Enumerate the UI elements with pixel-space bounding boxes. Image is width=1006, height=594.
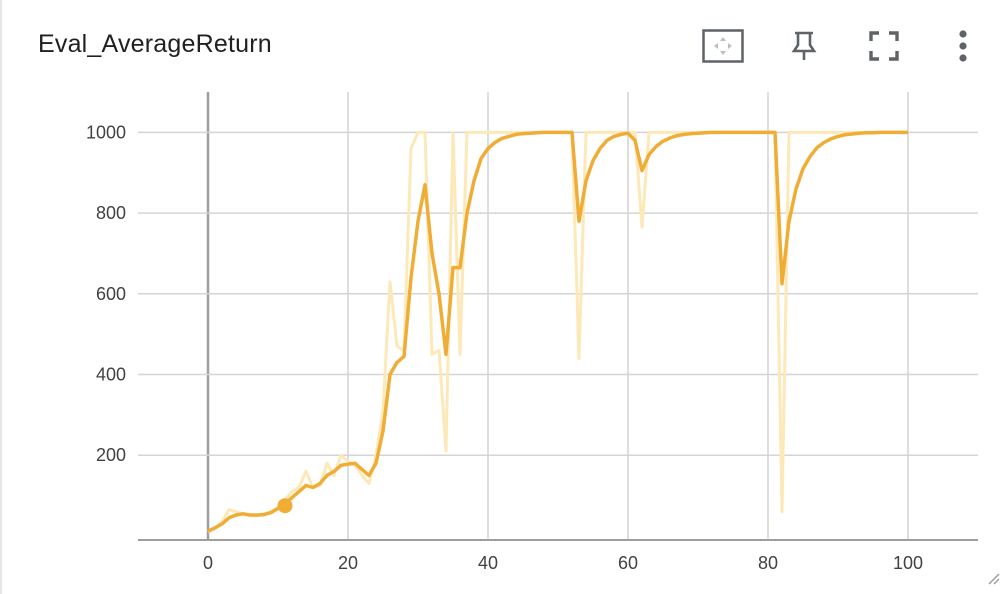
pin-icon bbox=[791, 30, 817, 62]
more-menu-button[interactable] bbox=[943, 26, 983, 66]
y-tick-label: 400 bbox=[96, 365, 126, 385]
x-tick-label: 40 bbox=[478, 553, 498, 573]
x-tick-label: 80 bbox=[758, 553, 778, 573]
smoothed-series-line bbox=[207, 130, 908, 533]
fit-domain-icon bbox=[702, 29, 744, 63]
hover-point-marker bbox=[277, 498, 293, 514]
fullscreen-icon bbox=[869, 31, 899, 61]
fit-domain-button[interactable] bbox=[702, 26, 744, 66]
raw-series-line bbox=[207, 130, 908, 534]
y-tick-label: 200 bbox=[96, 445, 126, 465]
card-title: Eval_AverageReturn bbox=[38, 30, 272, 58]
y-tick-label: 600 bbox=[96, 284, 126, 304]
x-tick-label: 0 bbox=[203, 553, 213, 573]
y-tick-label: 1000 bbox=[86, 122, 126, 142]
card-left-border bbox=[0, 0, 2, 594]
x-tick-label: 60 bbox=[618, 553, 638, 573]
x-tick-label: 100 bbox=[893, 553, 923, 573]
fullscreen-button[interactable] bbox=[864, 26, 904, 66]
y-tick-label: 800 bbox=[96, 203, 126, 223]
more-vert-icon bbox=[958, 29, 968, 63]
x-tick-label: 20 bbox=[338, 553, 358, 573]
pin-button[interactable] bbox=[784, 26, 824, 66]
resize-handle-icon[interactable] bbox=[984, 569, 1000, 590]
